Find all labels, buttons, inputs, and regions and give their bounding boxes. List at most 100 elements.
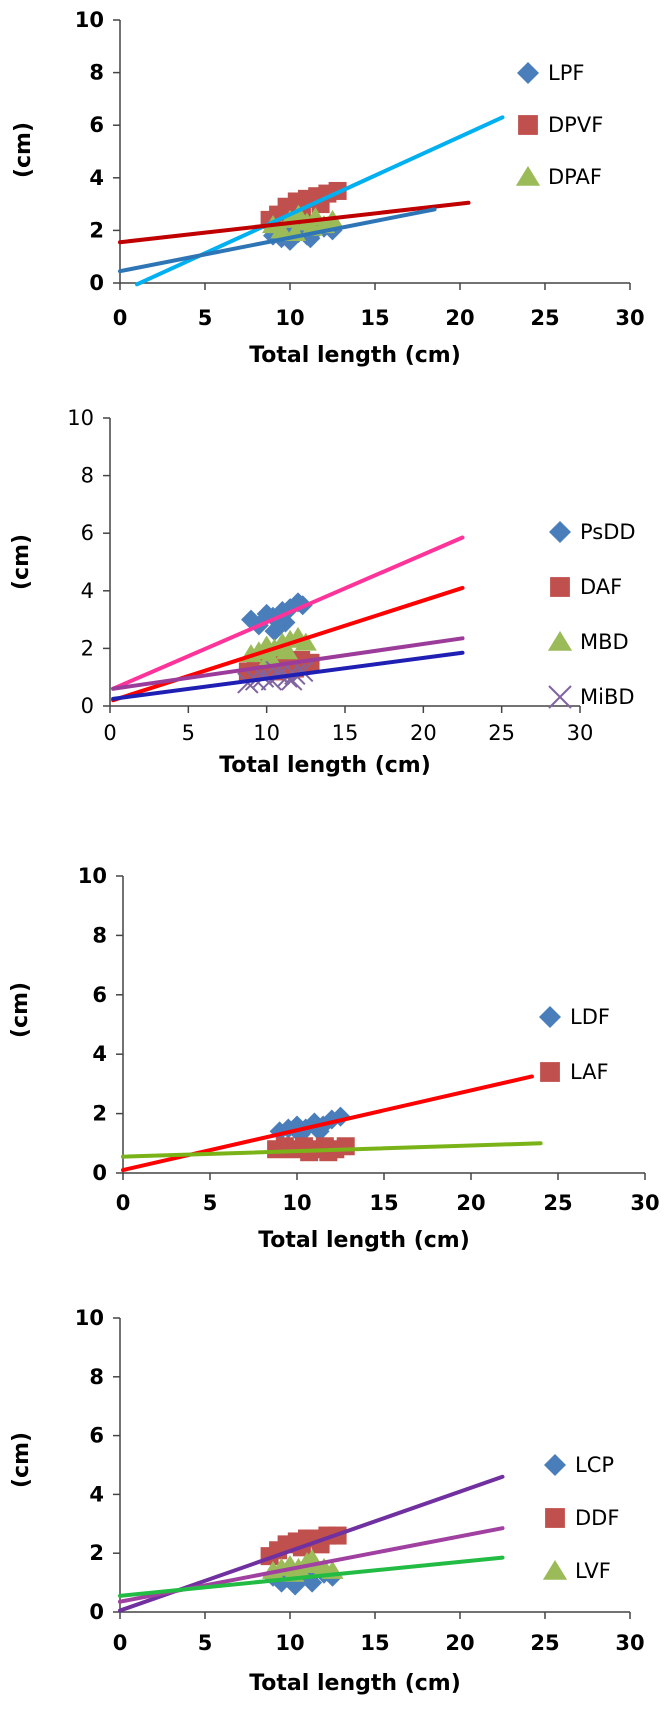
legend-marker <box>517 62 539 84</box>
legend-label: LPF <box>548 61 584 85</box>
y-tick-label: 6 <box>81 521 94 545</box>
x-tick-label: 15 <box>360 1631 389 1655</box>
trendline <box>118 200 471 245</box>
x-tick-label: 0 <box>103 721 116 745</box>
x-tick-label: 5 <box>198 306 213 330</box>
legend-marker <box>542 1560 568 1580</box>
y-axis-title: (cm) <box>9 1432 34 1488</box>
trendline <box>118 1555 505 1598</box>
x-axis-title: Total length (cm) <box>258 1228 470 1253</box>
legend-label: LAF <box>570 1060 609 1084</box>
legend-marker <box>550 577 570 597</box>
x-tick-label: 0 <box>116 1191 131 1215</box>
x-axis-title: Total length (cm) <box>249 1671 461 1696</box>
legend-label: DDF <box>575 1506 619 1530</box>
chart-3: 0 2 4 6 8 10 0 5 10 15 20 25 30 Total length (cm) (cm)… <box>8 864 660 1253</box>
y-tick-label: 4 <box>89 166 104 190</box>
legend-label: DPVF <box>548 113 603 137</box>
y-axis-title: (cm) <box>9 534 34 590</box>
x-tick-label: 15 <box>360 306 389 330</box>
trendline <box>111 650 465 701</box>
data-point <box>270 220 293 239</box>
y-tick-label: 6 <box>92 983 107 1007</box>
data-point <box>294 632 317 651</box>
legend-marker <box>540 1062 560 1082</box>
trendline <box>111 636 465 691</box>
series-LDF <box>269 1106 351 1145</box>
legend-label: PsDD <box>580 520 636 544</box>
legend: PsDD DAF MBD MiBD <box>547 520 636 709</box>
y-tick-label: 10 <box>67 406 94 430</box>
legend-label: LCP <box>575 1453 614 1477</box>
y-axis-title: (cm) <box>8 982 33 1038</box>
x-tick-label: 20 <box>456 1191 485 1215</box>
chart-4: 0 2 4 6 8 10 0 5 10 15 20 25 30 Total length (cm) (cm)… <box>9 1306 645 1696</box>
x-tick-label: 30 <box>567 721 594 745</box>
x-axis-title: Total length (cm) <box>249 343 461 368</box>
y-tick-label: 8 <box>81 464 94 488</box>
legend-marker <box>544 1454 566 1476</box>
x-tick-label: 0 <box>113 1631 128 1655</box>
legend: LPF DPVF DPAF <box>515 61 603 189</box>
y-tick-label: 0 <box>81 694 94 718</box>
y-tick-label: 2 <box>89 218 104 242</box>
x-tick-label: 20 <box>445 306 474 330</box>
y-tick-label: 10 <box>78 864 107 888</box>
x-tick-label: 25 <box>530 1631 559 1655</box>
legend: LDF LAF <box>539 1005 610 1084</box>
data-point <box>258 647 281 666</box>
y-tick-label: 0 <box>89 271 104 295</box>
legend-marker <box>545 1508 565 1528</box>
y-tick-label: 2 <box>92 1102 107 1126</box>
legend-label: LVF <box>575 1559 611 1583</box>
x-tick-label: 10 <box>253 721 280 745</box>
trendline <box>121 1141 543 1159</box>
y-tick-label: 6 <box>89 1424 104 1448</box>
legend-label: DPAF <box>548 165 602 189</box>
legend-marker <box>547 631 573 651</box>
y-tick-label: 0 <box>89 1600 104 1624</box>
y-tick-label: 10 <box>75 8 104 32</box>
legend-marker <box>539 1006 561 1028</box>
legend-label: MBD <box>580 630 629 654</box>
y-axis-title: (cm) <box>11 122 36 178</box>
legend-label: LDF <box>570 1005 610 1029</box>
x-tick-label: 0 <box>113 306 128 330</box>
x-tick-label: 30 <box>615 306 644 330</box>
y-tick-label: 2 <box>81 636 94 660</box>
trendline <box>111 535 465 691</box>
x-tick-label: 5 <box>182 721 195 745</box>
x-tick-label: 25 <box>543 1191 572 1215</box>
x-tick-label: 15 <box>332 721 359 745</box>
data-point <box>336 1137 355 1156</box>
y-tick-label: 4 <box>81 579 94 603</box>
y-tick-label: 8 <box>89 61 104 85</box>
x-tick-label: 25 <box>530 306 559 330</box>
x-tick-label: 5 <box>203 1191 218 1215</box>
y-tick-label: 2 <box>89 1541 104 1565</box>
x-tick-label: 15 <box>369 1191 398 1215</box>
legend-marker <box>518 115 538 135</box>
y-tick-label: 4 <box>89 1482 104 1506</box>
legend-marker <box>548 685 572 709</box>
trendline <box>135 115 505 287</box>
legend-label: DAF <box>580 575 622 599</box>
x-axis-title: Total length (cm) <box>219 753 431 778</box>
y-tick-label: 10 <box>75 1306 104 1330</box>
x-tick-label: 5 <box>198 1631 213 1655</box>
y-tick-label: 0 <box>92 1161 107 1185</box>
data-point <box>291 660 314 683</box>
x-tick-label: 30 <box>615 1631 644 1655</box>
x-tick-label: 30 <box>630 1191 659 1215</box>
y-tick-label: 4 <box>92 1042 107 1066</box>
x-tick-label: 20 <box>445 1631 474 1655</box>
x-tick-label: 10 <box>282 1191 311 1215</box>
data-point <box>319 1143 338 1162</box>
x-tick-label: 10 <box>275 306 304 330</box>
legend-marker <box>549 521 571 543</box>
x-tick-label: 20 <box>410 721 437 745</box>
x-tick-label: 25 <box>488 721 515 745</box>
y-tick-label: 8 <box>89 1365 104 1389</box>
trendline <box>118 207 437 274</box>
